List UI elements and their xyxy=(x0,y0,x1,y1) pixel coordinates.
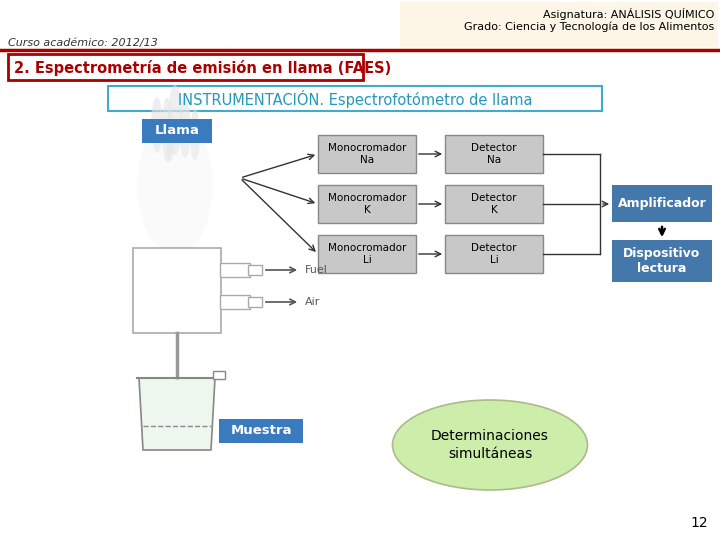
Text: Air: Air xyxy=(305,297,320,307)
Text: Detector
K: Detector K xyxy=(472,193,517,215)
Polygon shape xyxy=(139,378,215,450)
FancyBboxPatch shape xyxy=(612,185,712,222)
Text: Detector
Li: Detector Li xyxy=(472,243,517,265)
Text: 2. Espectrometría de emisión en llama (FAES): 2. Espectrometría de emisión en llama (F… xyxy=(14,60,391,76)
Ellipse shape xyxy=(151,98,163,152)
FancyBboxPatch shape xyxy=(400,2,718,47)
FancyBboxPatch shape xyxy=(318,235,416,273)
Ellipse shape xyxy=(138,115,212,255)
Ellipse shape xyxy=(150,139,200,217)
FancyBboxPatch shape xyxy=(248,265,262,275)
Ellipse shape xyxy=(148,116,202,200)
Ellipse shape xyxy=(153,162,197,234)
Ellipse shape xyxy=(166,118,174,163)
Text: Muestra: Muestra xyxy=(230,424,292,437)
Text: Monocromador
Li: Monocromador Li xyxy=(328,243,406,265)
Text: Grado: Ciencia y Tecnología de los Alimentos: Grado: Ciencia y Tecnología de los Alime… xyxy=(464,22,714,32)
FancyBboxPatch shape xyxy=(445,235,543,273)
Ellipse shape xyxy=(179,98,191,158)
Ellipse shape xyxy=(155,185,195,251)
FancyBboxPatch shape xyxy=(213,371,225,379)
Ellipse shape xyxy=(168,85,182,155)
FancyBboxPatch shape xyxy=(142,119,212,143)
FancyBboxPatch shape xyxy=(612,240,712,282)
FancyBboxPatch shape xyxy=(248,297,262,307)
FancyBboxPatch shape xyxy=(219,419,303,443)
Text: 12: 12 xyxy=(690,516,708,530)
Text: Fuel: Fuel xyxy=(305,265,328,275)
Ellipse shape xyxy=(158,219,192,276)
Text: Detector
Na: Detector Na xyxy=(472,143,517,165)
Ellipse shape xyxy=(149,127,202,208)
FancyBboxPatch shape xyxy=(220,263,250,277)
FancyBboxPatch shape xyxy=(445,135,543,173)
FancyBboxPatch shape xyxy=(220,295,250,309)
Ellipse shape xyxy=(392,400,588,490)
FancyBboxPatch shape xyxy=(108,86,602,111)
Ellipse shape xyxy=(156,197,194,260)
Ellipse shape xyxy=(190,110,200,160)
FancyBboxPatch shape xyxy=(8,54,363,80)
Text: Monocromador
K: Monocromador K xyxy=(328,193,406,215)
Text: Dispositivo
lectura: Dispositivo lectura xyxy=(624,246,701,275)
Text: Amplificador: Amplificador xyxy=(618,198,706,211)
FancyBboxPatch shape xyxy=(318,185,416,223)
FancyBboxPatch shape xyxy=(318,135,416,173)
FancyBboxPatch shape xyxy=(445,185,543,223)
Text: Determinaciones
simultáneas: Determinaciones simultáneas xyxy=(431,429,549,461)
Ellipse shape xyxy=(151,151,199,226)
Text: Curso académico: 2012/13: Curso académico: 2012/13 xyxy=(8,38,158,48)
Ellipse shape xyxy=(162,98,172,163)
Text: Llama: Llama xyxy=(155,125,199,138)
Text: INSTRUMENTACIÓN. Espectrofotómetro de llama: INSTRUMENTACIÓN. Espectrofotómetro de ll… xyxy=(178,90,532,108)
Ellipse shape xyxy=(146,105,204,192)
Text: Monocromador
Na: Monocromador Na xyxy=(328,143,406,165)
Ellipse shape xyxy=(158,208,192,268)
Ellipse shape xyxy=(145,93,205,183)
Ellipse shape xyxy=(154,173,197,242)
Text: Asignatura: ANÁLISIS QUÍMICO: Asignatura: ANÁLISIS QUÍMICO xyxy=(543,8,714,20)
FancyBboxPatch shape xyxy=(133,248,221,333)
